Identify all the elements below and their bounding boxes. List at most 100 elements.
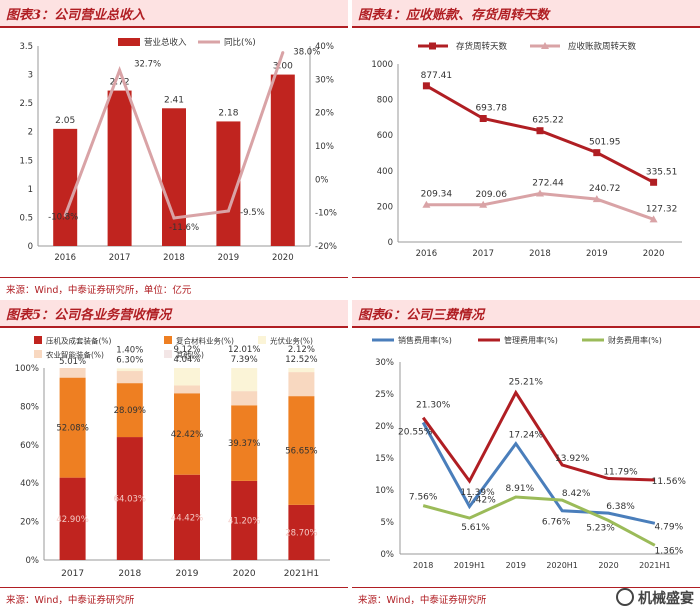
inventory-marker — [422, 82, 430, 90]
x-tick-label: 2019 — [586, 249, 608, 259]
line-data-label: 127.32 — [646, 204, 678, 214]
y-tick-label: 15% — [375, 454, 394, 464]
panel-title: 图表6：公司三费情况 — [358, 308, 485, 323]
source-note: 来源：Wind，中泰证券研究所 — [6, 595, 135, 606]
yoy-data-label: 32.7% — [134, 59, 161, 69]
legend-swatch — [118, 38, 140, 46]
x-tick-label: 2016 — [416, 249, 438, 259]
x-tick-label: 2020 — [598, 561, 618, 570]
panel-title-bar: 图表6：公司三费情况 — [352, 300, 700, 326]
yoy-data-label: -9.5% — [240, 208, 265, 218]
legend-label: 销售费用率(%) — [398, 335, 452, 345]
segment-data-label: 28.09% — [114, 406, 146, 416]
yoy-point — [63, 213, 67, 217]
segment-data-label: 42.42% — [171, 430, 203, 440]
segment-data-label: 7.39% — [231, 355, 258, 365]
y-tick-label: 1 — [28, 185, 33, 195]
finance-expense-line — [422, 495, 656, 547]
segment-data-label: 9.12% — [173, 345, 200, 355]
segment-data-label: 64.03% — [114, 495, 146, 505]
y-tick-label: 30% — [375, 358, 394, 368]
bar-data-label: 2.41 — [164, 95, 184, 105]
segment-data-label: 4.04% — [173, 355, 200, 365]
segment-data-label: 56.65% — [285, 447, 317, 457]
x-tick-label: 2020 — [643, 249, 665, 259]
segment-data-label: 52.08% — [56, 424, 88, 434]
y-tick-label: 20% — [20, 518, 39, 528]
yoy-point — [281, 51, 285, 55]
y-tick-label: 2.5 — [19, 99, 33, 109]
legend-swatch — [164, 350, 172, 358]
inventory-marker — [479, 115, 487, 123]
yoy-point — [118, 68, 122, 72]
line-data-label: 5.61% — [461, 523, 490, 533]
segment-bar — [231, 368, 258, 392]
segment-data-label: 1.40% — [116, 345, 143, 355]
panel-title: 图表5：公司各业务营收情况 — [6, 308, 172, 323]
y2-tick-label: 10% — [315, 142, 334, 152]
y-tick-label: 1000 — [371, 60, 393, 70]
x-tick-label: 2019H1 — [454, 561, 485, 570]
line-data-label: 209.34 — [421, 190, 453, 200]
segment-data-label: 5.01% — [59, 357, 86, 367]
bar-data-label: 2.72 — [110, 78, 130, 88]
line-data-label: 7.42% — [467, 496, 496, 506]
y-tick-label: 2 — [28, 128, 33, 138]
y-tick-label: 600 — [377, 131, 393, 141]
legend-label: 光伏业务(%) — [270, 336, 313, 346]
line-data-label: 21.30% — [416, 401, 451, 411]
x-tick-label: 2017 — [109, 253, 131, 263]
legend-swatch — [258, 336, 266, 344]
line-data-label: 8.42% — [562, 489, 591, 499]
yoy-data-label: 38.0% — [293, 48, 320, 58]
x-tick-label: 2019 — [176, 569, 199, 579]
line-data-label: 20.55% — [398, 427, 433, 437]
segment-data-label: 12.52% — [285, 355, 317, 365]
receivable-marker — [649, 215, 658, 223]
line-data-label: 17.24% — [509, 431, 544, 441]
y2-tick-label: 0% — [315, 175, 329, 185]
legend-label: 压机及成套装备(%) — [46, 336, 112, 346]
line-data-label: 877.41 — [421, 71, 453, 81]
x-tick-label: 2018 — [529, 249, 551, 259]
revenue-bar — [107, 90, 132, 246]
turnover-chart: 0 200 400 600 800 1000 2016 2017 2018 2019 2020 877… — [371, 41, 682, 259]
segment-bar — [174, 474, 200, 560]
x-tick-label: 2017 — [61, 569, 84, 579]
line-data-label: 4.79% — [655, 522, 684, 532]
y-tick-label: 60% — [20, 441, 39, 451]
y-tick-label: 0% — [26, 556, 40, 566]
segment-bar — [288, 504, 315, 560]
watermark-text: 机械盛宴 — [638, 591, 694, 607]
y-tick-label: 400 — [377, 167, 393, 177]
segment-data-label: 41.20% — [228, 516, 260, 526]
admin-expense-line — [421, 389, 655, 484]
legend-marker — [541, 42, 549, 49]
y2-tick-label: 20% — [315, 109, 334, 119]
source-note: 来源：Wind，中泰证券研究所 — [358, 595, 487, 606]
segment-bar — [116, 383, 143, 438]
line-data-label: 1.36% — [655, 546, 684, 556]
y-tick-label: 10% — [375, 486, 394, 496]
line-data-label: 501.95 — [589, 138, 621, 148]
y-tick-label: 25% — [375, 390, 394, 400]
panel-title-bar: 图表3：公司营业总收入 — [0, 0, 348, 26]
y-tick-label: 0% — [381, 550, 395, 560]
line-data-label: 25.21% — [509, 378, 544, 388]
segment-data-label: 39.37% — [228, 439, 260, 449]
panel-expenses: 图表6：公司三费情况 0% 5% 10% 15% 20% 25% 30% 2018 2019H1… — [352, 300, 700, 612]
panel-title-bar: 图表4：应收账款、存货周转天数 — [352, 0, 700, 26]
segment-bar — [231, 391, 258, 406]
legend-marker — [429, 42, 436, 50]
segment-bar — [231, 405, 258, 481]
y-tick-label: 100% — [15, 364, 39, 374]
revenue-bar — [270, 74, 295, 246]
segment-bar — [59, 377, 86, 478]
y-tick-label: 200 — [377, 202, 393, 212]
line-data-label: 5.23% — [586, 524, 615, 534]
revenue-bar — [53, 128, 78, 246]
sales-expense-line — [421, 421, 656, 525]
segment-bar — [288, 372, 315, 397]
line-data-label: 13.92% — [555, 454, 590, 464]
y-tick-label: 1.5 — [19, 156, 33, 166]
